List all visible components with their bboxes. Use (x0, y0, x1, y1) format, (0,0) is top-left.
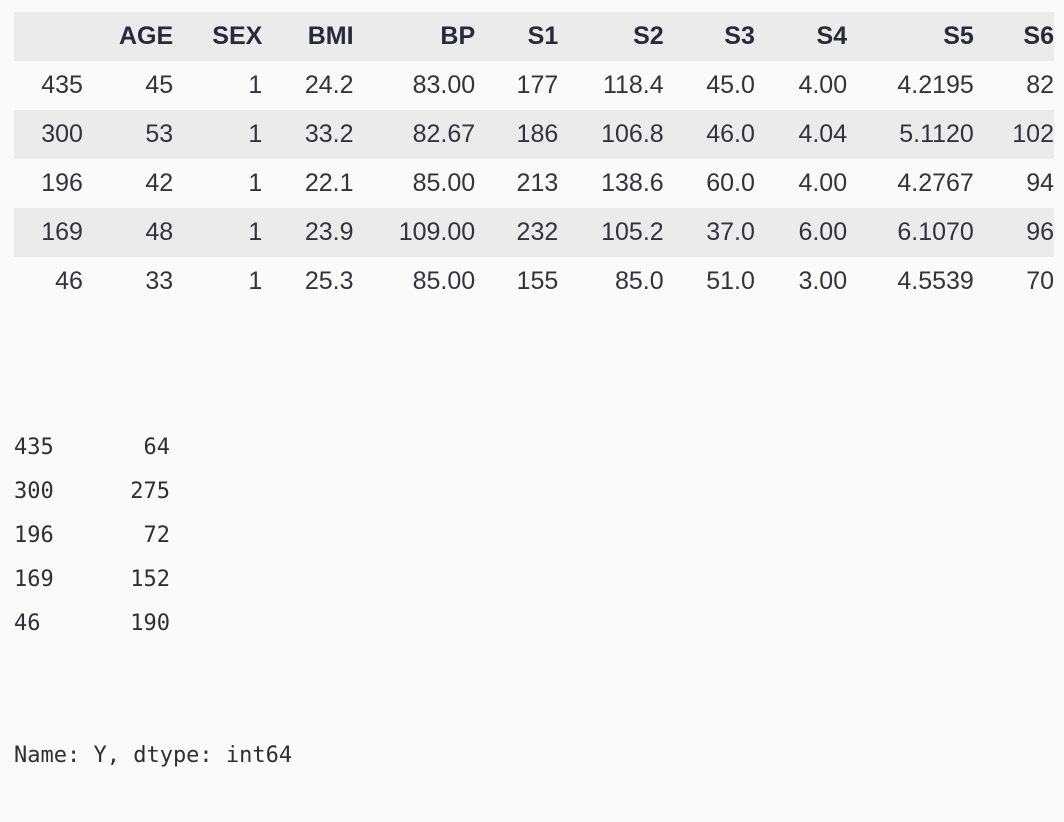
table-cell: 33 (145, 267, 174, 295)
series-index: 46 (14, 611, 41, 636)
table-cell: 48 (145, 218, 174, 246)
table-cell: 138.6 (601, 169, 664, 197)
row-index-cell: 169 (41, 218, 83, 246)
table-row: 46 33 1 25.3 85.00 155 85.0 51.0 3.00 4.5539 70 (14, 257, 1054, 306)
column-header-age: AGE (118, 22, 174, 50)
column-header-s4: S4 (816, 22, 848, 50)
table-cell: 105.2 (601, 218, 664, 246)
table-cell: 85.00 (412, 169, 476, 197)
series-index: 196 (14, 523, 54, 548)
column-header-s5: S5 (943, 22, 974, 50)
table-cell: 70 (1026, 267, 1054, 295)
table-cell: 53 (145, 120, 174, 148)
series-output: 435 64 300 275 196 72 169 152 46 190 Name: Y, dty… (14, 338, 292, 822)
table-row: 300 53 1 33.2 82.67 186 106.8 46.0 4.04 5.1120 102 (14, 110, 1054, 159)
series-line: 46 190 (14, 602, 292, 646)
column-header-s2: S2 (633, 22, 664, 50)
table-header: AGE SEX BMI BP S1 S2 S3 S4 S5 S6 (14, 12, 1054, 61)
table-cell: 94 (1026, 169, 1054, 197)
series-value: 275 (130, 479, 170, 504)
table-cell: 42 (145, 169, 174, 197)
series-value: 64 (143, 435, 171, 460)
table-cell: 46.0 (706, 120, 755, 148)
series-index: 169 (14, 567, 54, 592)
table-cell: 83.00 (412, 71, 476, 99)
table-cell: 4.5539 (897, 267, 974, 295)
table-cell: 106.8 (601, 120, 664, 148)
table-row: 169 48 1 23.9 109.00 232 105.2 37.0 6.00 6.1070 96 (14, 208, 1054, 257)
dataframe-table: AGE SEX BMI BP S1 S2 S3 S4 S5 S6 435 45 1 2… (14, 12, 1054, 306)
table-cell: 51.0 (706, 267, 755, 295)
table-cell: 118.4 (602, 71, 664, 99)
table-cell: 6.00 (798, 218, 848, 246)
table-cell: 60.0 (706, 169, 755, 197)
table-cell: 1 (248, 218, 263, 246)
table-row: 435 45 1 24.2 83.00 177 118.4 45.0 4.00 4.2195 82 (14, 61, 1054, 110)
table-cell: 33.2 (304, 120, 354, 148)
table-cell: 45 (145, 71, 174, 99)
table-header-row: AGE SEX BMI BP S1 S2 S3 S4 S5 S6 (14, 12, 1054, 61)
table-cell: 82.67 (412, 120, 476, 148)
table-cell: 4.00 (798, 71, 848, 99)
series-footer: Name: Y, dtype: int64 (14, 743, 293, 768)
series-value: 72 (143, 523, 171, 548)
table-cell: 96 (1026, 218, 1054, 246)
index-column-header (14, 12, 83, 61)
table-cell: 85.0 (615, 267, 664, 295)
table-cell: 1 (248, 267, 263, 295)
row-index-cell: 435 (41, 71, 83, 99)
table-row: 196 42 1 22.1 85.00 213 138.6 60.0 4.00 4.2767 94 (14, 159, 1054, 208)
table-cell: 4.04 (798, 120, 848, 148)
table-cell: 85.00 (412, 267, 476, 295)
series-line: 196 72 (14, 514, 292, 558)
series-rows: 435 64 300 275 196 72 169 152 46 190 (14, 426, 292, 646)
table-cell: 1 (248, 71, 263, 99)
table-cell: 3.00 (798, 267, 848, 295)
table-cell: 213 (516, 169, 559, 197)
table-cell: 5.1120 (899, 120, 974, 148)
table-cell: 22.1 (304, 169, 354, 197)
column-header-sex: SEX (212, 22, 263, 50)
table-cell: 45.0 (706, 71, 755, 99)
table-cell: 4.2195 (897, 71, 974, 99)
row-index-cell: 46 (55, 267, 83, 295)
column-header-s1: S1 (527, 22, 559, 50)
table-cell: 23.9 (304, 218, 354, 246)
series-value: 190 (130, 611, 170, 636)
table-cell: 102 (1012, 120, 1054, 148)
table-cell: 4.2767 (897, 169, 974, 197)
column-header-s6: S6 (1023, 22, 1054, 50)
table-cell: 1 (248, 169, 263, 197)
series-line: 300 275 (14, 470, 292, 514)
table-cell: 155 (516, 267, 559, 295)
table-cell: 186 (516, 120, 559, 148)
table-cell: 232 (516, 218, 559, 246)
series-index: 435 (14, 435, 54, 460)
table-body: 435 45 1 24.2 83.00 177 118.4 45.0 4.00 4.2195 82 3… (14, 61, 1054, 306)
table-cell: 24.2 (304, 71, 354, 99)
table-cell: 25.3 (304, 267, 354, 295)
table-cell: 1 (248, 120, 263, 148)
table-cell: 82 (1026, 71, 1054, 99)
table-cell: 177 (516, 71, 559, 99)
column-header-bmi: BMI (307, 22, 354, 50)
table-cell: 37.0 (706, 218, 755, 246)
table-cell: 6.1070 (897, 218, 974, 246)
series-line: 435 64 (14, 426, 292, 470)
row-index-cell: 196 (41, 169, 83, 197)
series-line: 169 152 (14, 558, 292, 602)
column-header-bp: BP (440, 22, 476, 50)
table-cell: 4.00 (798, 169, 848, 197)
table-cell: 109.00 (398, 218, 476, 246)
series-index: 300 (14, 479, 54, 504)
row-index-cell: 300 (41, 120, 83, 148)
column-header-s3: S3 (724, 22, 755, 50)
series-value: 152 (130, 567, 170, 592)
